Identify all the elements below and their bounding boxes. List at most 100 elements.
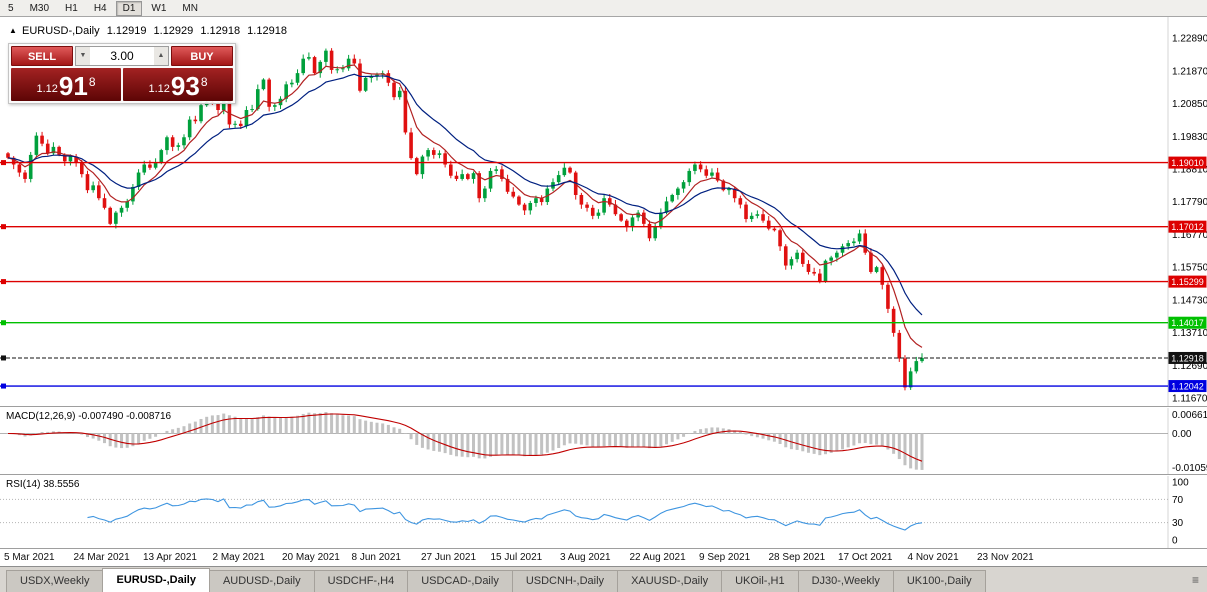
chart-title: EURUSD-,Daily 1.12919 1.12929 1.12918 1.… bbox=[22, 25, 291, 37]
svg-text:0.00: 0.00 bbox=[1172, 429, 1192, 440]
svg-text:0: 0 bbox=[1172, 536, 1178, 547]
date-axis: 5 Mar 2021 24 Mar 2021 13 Apr 2021 2 May 20… bbox=[0, 548, 1207, 566]
date-label: 24 Mar 2021 bbox=[73, 552, 130, 563]
moving-average-line-1 bbox=[7, 64, 923, 348]
svg-text:1.11670: 1.11670 bbox=[1172, 393, 1207, 404]
timeframe-button-5[interactable]: 5 bbox=[8, 2, 14, 14]
ohlc-low: 1.12918 bbox=[200, 25, 241, 37]
buy-price-big: 93 bbox=[170, 71, 200, 101]
timeframe-button-W1[interactable]: W1 bbox=[151, 2, 167, 14]
one-click-panel-toggle-icon[interactable]: ▲ bbox=[9, 26, 17, 35]
svg-text:1.12042: 1.12042 bbox=[1171, 382, 1204, 392]
macd-histogram bbox=[6, 412, 924, 470]
chart-tab-bar: USDX,Weekly EURUSD-,Daily AUDUSD-,Daily USD… bbox=[0, 566, 1207, 592]
buy-price-display[interactable]: 1.12 93 8 bbox=[123, 68, 233, 101]
sell-price-prefix: 1.12 bbox=[36, 83, 58, 95]
svg-text:1.22890: 1.22890 bbox=[1172, 34, 1207, 45]
macd-signal-line bbox=[7, 413, 923, 462]
date-label: 17 Oct 2021 bbox=[838, 552, 893, 563]
volume-increase-icon[interactable]: ▲ bbox=[154, 47, 168, 65]
volume-value[interactable]: 3.00 bbox=[110, 49, 134, 63]
price-line-1.19010[interactable]: 1.19010 bbox=[0, 156, 1207, 169]
timeframe-button-D1[interactable]: D1 bbox=[115, 0, 143, 16]
chart-tab-usdcnh-daily[interactable]: USDCNH-,Daily bbox=[511, 570, 619, 592]
timeframe-button-H4[interactable]: H4 bbox=[93, 2, 107, 14]
date-label: 9 Sep 2021 bbox=[699, 552, 751, 563]
svg-text:70: 70 bbox=[1172, 495, 1184, 506]
candlesticks bbox=[6, 48, 924, 391]
svg-text:1.14730: 1.14730 bbox=[1172, 295, 1207, 306]
chart-tab-usdchf-h4[interactable]: USDCHF-,H4 bbox=[313, 570, 409, 592]
price-line-1.14017[interactable]: 1.14017 bbox=[0, 316, 1207, 329]
macd-chart-svg: 0.00661 0.00 -0.01059 bbox=[0, 408, 1207, 474]
price-axis-labels: 1.22890 1.21870 1.20850 1.19830 1.18810 1.177… bbox=[1172, 34, 1207, 405]
one-click-trading-panel: SELL ▼ 3.00 ▲ BUY 1.12 91 8 1.12 93 8 bbox=[8, 43, 236, 104]
price-line-1.15299[interactable]: 1.15299 bbox=[0, 275, 1207, 288]
date-label: 22 Aug 2021 bbox=[629, 552, 686, 563]
date-label: 28 Sep 2021 bbox=[768, 552, 826, 563]
date-label: 4 Nov 2021 bbox=[907, 552, 959, 563]
timeframe-toolbar: 5 M30 H1 H4 D1 W1 MN bbox=[0, 0, 1207, 17]
rsi-pane-divider[interactable] bbox=[0, 474, 1207, 476]
chart-tab-usdcad-daily[interactable]: USDCAD-,Daily bbox=[407, 570, 513, 592]
svg-text:1.15299: 1.15299 bbox=[1171, 277, 1204, 287]
volume-stepper: ▼ 3.00 ▲ bbox=[75, 46, 169, 66]
buy-button[interactable]: BUY bbox=[171, 46, 233, 66]
date-label: 2 May 2021 bbox=[212, 552, 265, 563]
svg-text:1.12690: 1.12690 bbox=[1172, 361, 1207, 372]
date-label: 15 Jul 2021 bbox=[490, 552, 543, 563]
rsi-axis-labels: 100 70 30 0 bbox=[1172, 478, 1189, 547]
timeframe-button-H1[interactable]: H1 bbox=[65, 2, 78, 14]
sell-price-big: 91 bbox=[58, 71, 88, 101]
volume-decrease-icon[interactable]: ▼ bbox=[76, 47, 90, 65]
buy-price-prefix: 1.12 bbox=[148, 83, 170, 95]
svg-text:1.15750: 1.15750 bbox=[1172, 263, 1207, 274]
svg-text:30: 30 bbox=[1172, 518, 1184, 529]
macd-axis-labels: 0.00661 0.00 -0.01059 bbox=[1172, 410, 1207, 474]
sell-price-display[interactable]: 1.12 91 8 bbox=[11, 68, 121, 101]
ohlc-close: 1.12918 bbox=[247, 25, 287, 37]
svg-text:1.14017: 1.14017 bbox=[1171, 318, 1204, 328]
macd-indicator-label: MACD(12,26,9) -0.007490 -0.008716 bbox=[6, 411, 172, 422]
macd-pane-divider[interactable] bbox=[0, 406, 1207, 408]
svg-text:0.00661: 0.00661 bbox=[1172, 410, 1207, 421]
svg-text:1.12918: 1.12918 bbox=[1171, 353, 1204, 363]
tab-list-icon[interactable]: ≡ bbox=[1191, 573, 1199, 587]
svg-text:1.17790: 1.17790 bbox=[1172, 197, 1207, 208]
svg-text:1.17012: 1.17012 bbox=[1171, 222, 1204, 232]
main-chart-svg: 1.22890 1.21870 1.20850 1.19830 1.18810 1.177… bbox=[0, 17, 1207, 406]
chart-tab-uk100-daily[interactable]: UK100-,Daily bbox=[892, 570, 986, 592]
svg-text:1.19010: 1.19010 bbox=[1171, 158, 1204, 168]
chart-tab-usdx-weekly[interactable]: USDX,Weekly bbox=[6, 570, 104, 592]
svg-text:1.20850: 1.20850 bbox=[1172, 99, 1207, 110]
buy-price-pipette: 8 bbox=[200, 75, 208, 89]
sell-button[interactable]: SELL bbox=[11, 46, 73, 66]
date-label: 5 Mar 2021 bbox=[4, 552, 55, 563]
svg-text:100: 100 bbox=[1172, 478, 1189, 489]
ohlc-open: 1.12919 bbox=[106, 25, 147, 37]
date-label: 3 Aug 2021 bbox=[560, 552, 611, 563]
timeframe-button-M30[interactable]: M30 bbox=[29, 2, 50, 14]
chart-tab-dj30-weekly[interactable]: DJ30-,Weekly bbox=[797, 570, 894, 592]
chart-tab-xauusd-daily[interactable]: XAUUSD-,Daily bbox=[617, 570, 723, 592]
date-label: 23 Nov 2021 bbox=[977, 552, 1034, 563]
price-line-1.12042[interactable]: 1.12042 bbox=[0, 380, 1207, 393]
date-label: 20 May 2021 bbox=[282, 552, 340, 563]
price-line-1.12918[interactable]: 1.12918 bbox=[0, 351, 1207, 364]
chart-symbol-label: EURUSD-,Daily bbox=[22, 25, 100, 37]
chart-tab-eurusd-daily[interactable]: EURUSD-,Daily bbox=[102, 568, 210, 592]
svg-text:1.13710: 1.13710 bbox=[1172, 328, 1207, 339]
date-label: 27 Jun 2021 bbox=[421, 552, 477, 563]
timeframe-button-MN[interactable]: MN bbox=[182, 2, 198, 14]
svg-text:1.21870: 1.21870 bbox=[1172, 66, 1207, 77]
svg-text:1.19830: 1.19830 bbox=[1172, 132, 1207, 143]
chart-tab-ukoil-h1[interactable]: UKOil-,H1 bbox=[721, 570, 799, 592]
date-label: 8 Jun 2021 bbox=[351, 552, 402, 563]
rsi-line bbox=[87, 498, 923, 531]
price-line-1.17012[interactable]: 1.17012 bbox=[0, 220, 1207, 233]
date-label: 13 Apr 2021 bbox=[143, 552, 197, 563]
svg-text:-0.01059: -0.01059 bbox=[1172, 463, 1207, 474]
chart-window: 1.22890 1.21870 1.20850 1.19830 1.18810 1.177… bbox=[0, 17, 1207, 592]
chart-tab-audusd-daily[interactable]: AUDUSD-,Daily bbox=[208, 570, 315, 592]
rsi-indicator-label: RSI(14) 38.5556 bbox=[6, 479, 80, 490]
